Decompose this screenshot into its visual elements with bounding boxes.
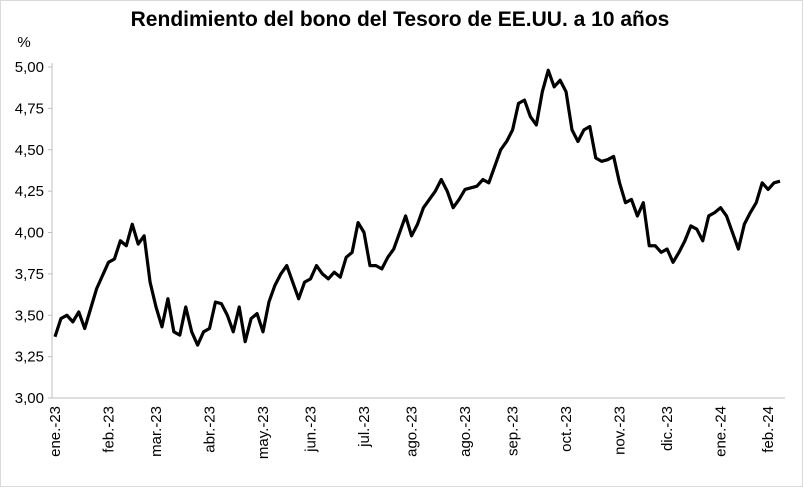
y-tick-label: 4,25: [15, 183, 44, 200]
x-tick-label: dic.-23: [659, 406, 676, 451]
y-tick-label: 5,00: [15, 59, 44, 76]
y-tick-label: 3,25: [15, 349, 44, 366]
x-tick-label: jul.-23: [356, 406, 373, 448]
x-tick-label: feb.-23: [100, 406, 117, 453]
x-tick-label: oct.-23: [558, 406, 575, 452]
x-tick-label: ago.-23: [457, 406, 474, 457]
y-tick-label: 4,00: [15, 225, 44, 242]
x-tick-label: ene.-24: [713, 406, 730, 457]
y-tick-label: 3,00: [15, 390, 44, 407]
y-unit: %: [17, 34, 30, 51]
y-tick-label: 4,75: [15, 100, 44, 117]
x-tick-label: feb.-24: [760, 406, 777, 453]
x-tick-label: nov.-23: [612, 406, 629, 455]
x-tick-label: sep.-23: [505, 406, 522, 456]
x-tick-label: mar.-23: [148, 406, 165, 457]
x-tick-label: jun.-23: [303, 406, 320, 453]
series-line: [53, 68, 781, 347]
y-tick-label: 3,75: [15, 266, 44, 283]
y-tick-label: 3,50: [15, 307, 44, 324]
chart-title: Rendimiento del bono del Tesoro de EE.UU…: [131, 8, 670, 31]
x-tick-label: abr.-23: [202, 406, 219, 453]
x-tick-label: ago.-23: [404, 406, 421, 457]
x-tick-label: ene.-23: [47, 406, 64, 457]
y-tick-label: 4,50: [15, 142, 44, 159]
x-tick-label: may.-23: [255, 406, 272, 459]
